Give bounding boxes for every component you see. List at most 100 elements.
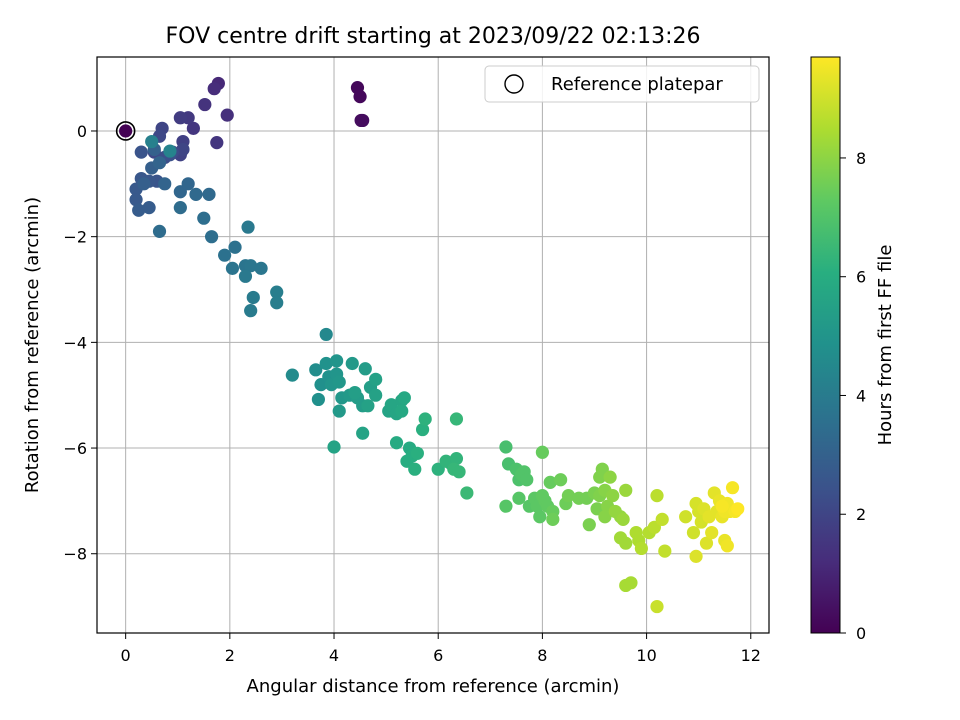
- legend-label: Reference platepar: [551, 74, 723, 95]
- colorbar-label: Hours from first FF file: [875, 245, 896, 446]
- data-point: [535, 445, 549, 459]
- data-point: [173, 111, 187, 125]
- data-point: [546, 512, 560, 526]
- legend-box: [484, 65, 760, 103]
- colorbar-gradient: [810, 56, 841, 634]
- y-tick-label: 0: [77, 122, 87, 141]
- data-points: [119, 76, 745, 614]
- data-point: [210, 136, 224, 150]
- x-axis-label: Angular distance from reference (arcmin): [247, 676, 620, 697]
- data-point: [606, 489, 620, 503]
- legend-marker: [504, 74, 524, 94]
- reference-circle: [115, 121, 136, 141]
- data-point: [332, 404, 346, 418]
- colorbar-tick-label: 8: [856, 149, 866, 168]
- data-point: [543, 475, 557, 489]
- data-point: [679, 510, 693, 524]
- x-tick-label: 8: [537, 646, 547, 665]
- data-point: [561, 489, 576, 503]
- data-point: [512, 491, 526, 505]
- data-point: [319, 356, 333, 371]
- data-point: [598, 510, 612, 524]
- data-point: [348, 385, 362, 400]
- data-point: [449, 412, 464, 426]
- data-point: [158, 177, 172, 191]
- data-point: [129, 193, 143, 207]
- data-point: [410, 446, 424, 460]
- data-point: [397, 391, 411, 405]
- data-point: [345, 356, 359, 371]
- data-point: [254, 261, 268, 275]
- data-point: [619, 483, 633, 497]
- data-point: [228, 240, 242, 254]
- y-axis-label: Rotation from reference (arcmin): [22, 197, 43, 493]
- data-point: [658, 544, 672, 558]
- data-point: [311, 392, 325, 407]
- colorbar-tick-label: 2: [856, 505, 866, 524]
- data-point: [202, 187, 216, 201]
- data-point: [686, 525, 701, 540]
- data-point: [244, 304, 258, 318]
- data-point: [603, 470, 617, 484]
- data-point: [582, 518, 596, 532]
- data-point: [460, 486, 474, 500]
- data-point: [152, 224, 167, 238]
- data-point: [238, 269, 253, 283]
- data-point: [205, 230, 219, 244]
- data-point: [145, 134, 159, 149]
- legend: Reference platepar: [484, 65, 760, 103]
- data-point: [354, 113, 368, 128]
- data-point: [418, 412, 432, 426]
- data-point: [246, 290, 260, 305]
- grid-lines: [97, 57, 769, 633]
- data-point: [449, 452, 464, 466]
- y-tick-label: −6: [63, 439, 87, 458]
- data-point: [520, 473, 534, 487]
- data-point: [173, 201, 187, 215]
- data-point: [270, 285, 284, 299]
- data-point: [533, 510, 547, 524]
- data-point: [369, 388, 383, 402]
- data-point: [332, 375, 346, 389]
- data-point: [369, 372, 383, 386]
- colorbar-tick-label: 6: [856, 268, 866, 287]
- data-point: [189, 187, 203, 201]
- data-point: [270, 296, 284, 310]
- data-point: [152, 156, 167, 170]
- x-tick-label: 4: [329, 646, 339, 665]
- data-point: [319, 327, 333, 342]
- x-tick-label: 2: [225, 646, 235, 665]
- data-point: [163, 144, 177, 158]
- data-point: [137, 177, 151, 191]
- x-tick-label: 6: [433, 646, 443, 665]
- data-point: [218, 248, 232, 262]
- data-point: [132, 203, 146, 217]
- data-point: [650, 599, 664, 614]
- data-point: [699, 536, 714, 550]
- data-point: [689, 549, 703, 563]
- data-point: [720, 539, 734, 553]
- data-point: [554, 473, 568, 487]
- data-point: [186, 121, 200, 135]
- data-point: [715, 499, 729, 513]
- colorbar-tick-label: 4: [856, 386, 866, 405]
- colorbar-tick-label: 0: [856, 624, 866, 643]
- data-point: [634, 541, 648, 556]
- data-point: [225, 261, 240, 275]
- data-point: [207, 82, 221, 96]
- data-point: [358, 362, 372, 376]
- data-point: [725, 481, 740, 495]
- chart-title: FOV centre drift starting at 2023/09/22 …: [166, 24, 701, 49]
- data-point: [142, 201, 156, 215]
- data-point: [241, 220, 255, 234]
- y-tick-label: −8: [63, 545, 87, 564]
- data-point: [330, 354, 344, 368]
- x-tick-label: 10: [636, 646, 656, 665]
- data-point: [309, 363, 323, 377]
- data-point: [389, 436, 404, 450]
- data-point: [176, 142, 190, 157]
- data-point: [705, 525, 719, 540]
- y-axis-ticks: 0 −2 −4 −6 −8: [63, 122, 97, 564]
- data-point: [285, 368, 299, 382]
